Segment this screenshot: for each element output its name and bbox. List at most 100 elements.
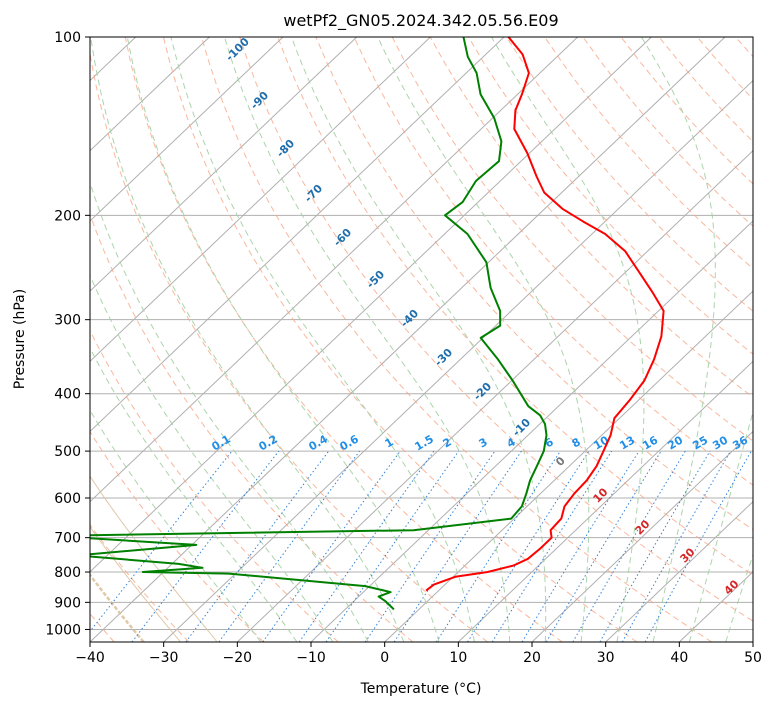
theta-e-line bbox=[90, 525, 181, 642]
mixing-ratio-label: 3 bbox=[477, 435, 490, 450]
dry-adiabat-line bbox=[277, 37, 753, 576]
line-labels: -100-90-80-70-60-50-40-30-20-10010203040… bbox=[210, 35, 751, 598]
mixing-ratio-label: 13 bbox=[617, 434, 637, 453]
x-tick-label: −10 bbox=[296, 650, 326, 666]
moist-adiabat-line bbox=[126, 37, 440, 642]
y-tick-label: 100 bbox=[54, 30, 81, 46]
moist-adiabat-line bbox=[170, 37, 475, 642]
x-tick-label: 20 bbox=[523, 650, 541, 666]
mixing-ratio-line bbox=[599, 450, 711, 642]
isotherm-line bbox=[90, 37, 505, 433]
isotherm-grid bbox=[0, 37, 753, 642]
y-tick-label: 700 bbox=[54, 531, 81, 547]
mixing-ratio-line bbox=[131, 450, 280, 642]
dry-adiabat-line bbox=[353, 37, 753, 486]
dry-adiabat-line bbox=[506, 37, 753, 312]
theta-e-curves bbox=[90, 475, 218, 642]
isotherm-line bbox=[90, 37, 284, 222]
plot-area: -100-90-80-70-60-50-40-30-20-10010203040… bbox=[0, 35, 753, 642]
x-tick-label: −40 bbox=[75, 650, 105, 666]
mixing-ratio-line bbox=[262, 450, 401, 642]
moist-adiabat-line bbox=[377, 37, 590, 642]
dry-adiabat-label: -70 bbox=[302, 182, 325, 205]
mixing-ratio-line bbox=[644, 450, 752, 642]
moist-adiabat-line bbox=[291, 37, 547, 642]
isotherm-line bbox=[90, 37, 358, 292]
dewpoint-profile-line bbox=[90, 37, 548, 611]
y-axis-ticks: 100 200 300 400 500 600 700 800 900 1000 bbox=[45, 30, 90, 638]
moist-adiabat-line bbox=[90, 181, 369, 642]
theta-e-line bbox=[90, 572, 145, 642]
mixing-ratio-label: 16 bbox=[640, 433, 660, 452]
isotherm-line bbox=[531, 430, 753, 642]
x-tick-label: 0 bbox=[380, 650, 389, 666]
dry-adiabat-label: -50 bbox=[364, 268, 387, 291]
mixing-ratio-label: 20 bbox=[665, 433, 685, 452]
dry-adiabat-line bbox=[468, 37, 753, 355]
dry-adiabat-line bbox=[124, 37, 563, 642]
moist-adiabat-label: 30 bbox=[678, 545, 698, 565]
moist-adiabat-label: 0 bbox=[553, 454, 568, 469]
mixing-ratio-line bbox=[325, 450, 460, 642]
isotherm-line bbox=[90, 37, 210, 152]
isotherm-line bbox=[90, 37, 579, 503]
dry-adiabat-line bbox=[239, 37, 753, 622]
mixing-ratio-label: 0.6 bbox=[338, 432, 362, 453]
dry-adiabat-label: -90 bbox=[248, 89, 271, 112]
moist-adiabat-line bbox=[224, 37, 511, 642]
dry-adiabat-line bbox=[582, 37, 753, 227]
mixing-ratio-label: 0.2 bbox=[257, 432, 280, 453]
mixing-ratio-line bbox=[435, 450, 561, 642]
isotherm-line bbox=[236, 150, 753, 642]
dry-adiabat-label: -40 bbox=[398, 307, 421, 330]
dry-adiabat-label: -10 bbox=[510, 416, 533, 439]
moist-adiabat-line bbox=[640, 37, 716, 642]
sounding-series bbox=[90, 37, 665, 611]
mixing-ratio-line bbox=[621, 450, 731, 642]
y-tick-label: 1000 bbox=[45, 622, 81, 638]
x-tick-label: 10 bbox=[449, 650, 467, 666]
mixing-ratio-line bbox=[393, 450, 522, 642]
isotherm-line bbox=[0, 37, 62, 642]
isotherm-line bbox=[605, 500, 753, 642]
temperature-profile-line bbox=[425, 37, 665, 592]
mixing-ratio-label: 10 bbox=[591, 433, 611, 452]
isotherm-line bbox=[90, 37, 431, 362]
moist-adiabat-line bbox=[725, 552, 753, 642]
dry-adiabats bbox=[90, 37, 753, 642]
dry-adiabat-line bbox=[90, 213, 414, 642]
mixing-ratio-line bbox=[364, 450, 496, 642]
y-tick-label: 300 bbox=[54, 313, 81, 329]
isotherm-line bbox=[90, 37, 726, 642]
mixing-ratio-label: 0.4 bbox=[307, 432, 331, 453]
dry-adiabat-label: -30 bbox=[432, 346, 455, 369]
y-tick-label: 600 bbox=[54, 491, 81, 507]
x-tick-label: 50 bbox=[744, 650, 762, 666]
y-tick-label: 500 bbox=[54, 444, 81, 460]
isotherm-line bbox=[90, 37, 652, 573]
dry-adiabat-line bbox=[201, 37, 712, 642]
mixing-ratio-line bbox=[185, 450, 330, 642]
isotherm-line bbox=[457, 360, 753, 642]
mixing-ratio-label: 25 bbox=[690, 434, 710, 453]
x-tick-label: −30 bbox=[149, 650, 179, 666]
y-tick-label: 900 bbox=[54, 595, 81, 611]
moist-adiabat-line bbox=[90, 347, 298, 642]
moist-adiabat-label: 10 bbox=[591, 485, 611, 505]
dry-adiabat-line bbox=[315, 37, 753, 531]
dry-adiabat-line bbox=[90, 329, 339, 642]
isotherm-line bbox=[752, 641, 753, 642]
mixing-ratio-line bbox=[218, 450, 361, 642]
y-tick-label: 800 bbox=[54, 565, 81, 581]
x-axis-ticks: −40 −30 −20 −10 0 10 20 30 40 50 bbox=[75, 642, 762, 666]
plot-frame bbox=[89, 36, 754, 643]
isotherm-line bbox=[384, 290, 753, 642]
dry-adiabat-label: -100 bbox=[223, 35, 252, 64]
moist-adiabat-line bbox=[90, 37, 405, 642]
mixing-ratio-label: 8 bbox=[570, 435, 583, 450]
dry-adiabat-line bbox=[391, 37, 753, 442]
mixing-ratio-line bbox=[491, 450, 613, 642]
moist-adiabat-line bbox=[90, 274, 334, 642]
dry-adiabat-line bbox=[696, 37, 753, 100]
